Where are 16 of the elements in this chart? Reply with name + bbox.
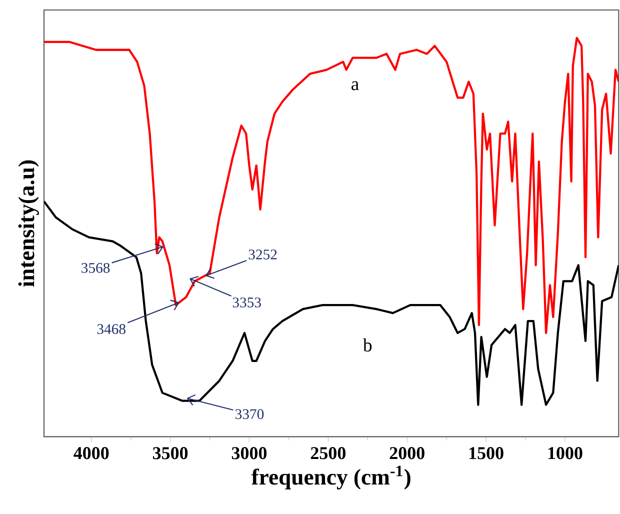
y-axis-title: intensity(a.u) xyxy=(18,160,39,287)
x-tick-label: 1000 xyxy=(548,447,582,460)
annotation: 3252 xyxy=(248,250,277,260)
annotation: 3370 xyxy=(236,409,264,420)
x-tick-label: 3000 xyxy=(232,447,267,460)
annotation: 3468 xyxy=(97,324,126,334)
x-tick-label: 4000 xyxy=(74,447,109,460)
series-label: a xyxy=(352,81,359,90)
annotation: 3568 xyxy=(82,262,110,273)
x-tick-label: 2000 xyxy=(390,447,424,460)
x-tick-label: 2500 xyxy=(310,447,346,460)
series-label: b xyxy=(362,338,372,352)
x-tick-label: 1500 xyxy=(469,447,504,460)
annotation: 3353 xyxy=(232,298,261,308)
x-axis-title: frequency (cm$^{-1}$) xyxy=(251,466,410,490)
x-tick-label: 3500 xyxy=(152,447,188,460)
